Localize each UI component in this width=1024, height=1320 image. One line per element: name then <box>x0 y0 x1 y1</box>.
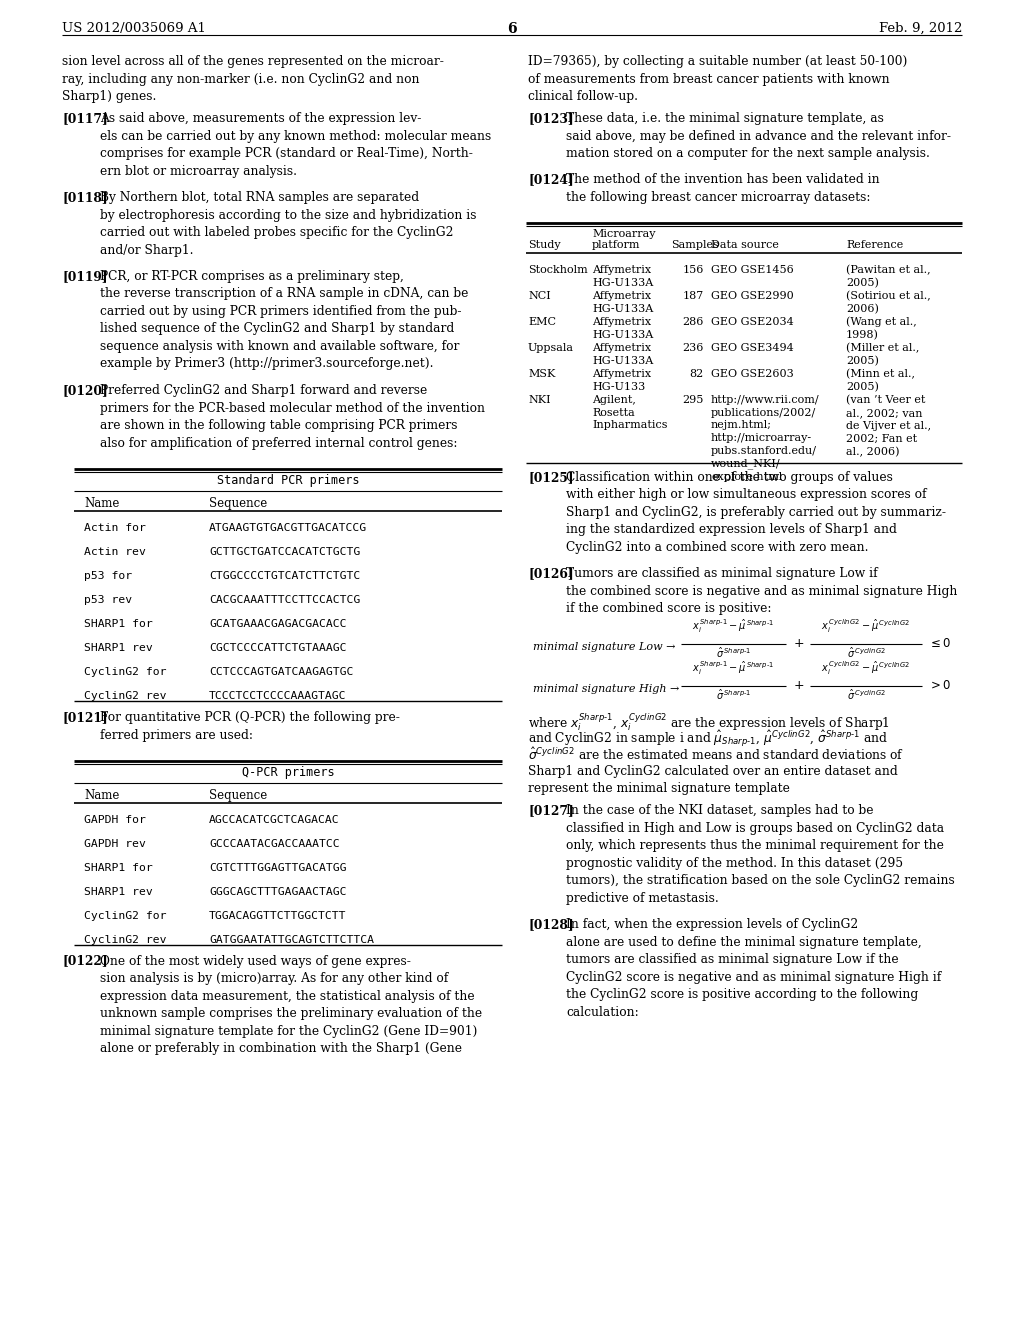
Text: Data source: Data source <box>711 240 779 249</box>
Text: $\hat{\sigma}^{CyclinG2}$ are the estimated means and standard deviations of: $\hat{\sigma}^{CyclinG2}$ are the estima… <box>528 747 904 763</box>
Text: $\leq 0$: $\leq 0$ <box>928 638 951 649</box>
Text: GCTTGCTGATCCACATCTGCTG: GCTTGCTGATCCACATCTGCTG <box>209 548 360 557</box>
Text: TGGACAGGTTCTTGGCTCTT: TGGACAGGTTCTTGGCTCTT <box>209 911 346 920</box>
Text: Samples: Samples <box>671 240 719 249</box>
Text: EMC: EMC <box>528 317 556 327</box>
Text: Standard PCR primers: Standard PCR primers <box>217 474 359 487</box>
Text: p53 rev: p53 rev <box>84 595 132 605</box>
Text: http://www.rii.com/
publications/2002/
nejm.html;
http://microarray-
pubs.stanfo: http://www.rii.com/ publications/2002/ n… <box>711 395 819 482</box>
Text: [0126]: [0126] <box>528 568 573 581</box>
Text: $\hat{\sigma}^{\,CyclinG2}$: $\hat{\sigma}^{\,CyclinG2}$ <box>847 688 886 702</box>
Text: and CyclinG2 in sample i and $\hat{\mu}_{Sharp\text{-}1}$, $\hat{\mu}^{CyclinG2}: and CyclinG2 in sample i and $\hat{\mu}_… <box>528 729 888 750</box>
Text: SHARP1 for: SHARP1 for <box>84 862 153 873</box>
Text: The method of the invention has been validated in
the following breast cancer mi: The method of the invention has been val… <box>566 173 880 203</box>
Text: (Minn et al.,
2005): (Minn et al., 2005) <box>846 368 915 392</box>
Text: CyclinG2 rev: CyclinG2 rev <box>84 692 167 701</box>
Text: minimal signature High →: minimal signature High → <box>534 684 679 693</box>
Text: 295: 295 <box>683 395 705 405</box>
Text: Q-PCR primers: Q-PCR primers <box>242 766 334 779</box>
Text: Microarray: Microarray <box>592 228 655 239</box>
Text: For quantitative PCR (Q-PCR) the following pre-
ferred primers are used:: For quantitative PCR (Q-PCR) the followi… <box>100 711 400 742</box>
Text: p53 for: p53 for <box>84 572 132 581</box>
Text: CGTCTTTGGAGTTGACATGG: CGTCTTTGGAGTTGACATGG <box>209 862 346 873</box>
Text: GCCCAATACGACCAAATCC: GCCCAATACGACCAAATCC <box>209 838 340 849</box>
Text: +: + <box>794 678 805 692</box>
Text: Classification within one of the two groups of values
with either high or low si: Classification within one of the two gro… <box>566 471 946 554</box>
Text: [0119]: [0119] <box>62 271 108 282</box>
Text: $x_i^{\,CyclinG2}-\hat{\mu}^{\,CyclinG2}$: $x_i^{\,CyclinG2}-\hat{\mu}^{\,CyclinG2}… <box>821 659 910 677</box>
Text: [0121]: [0121] <box>62 711 108 725</box>
Text: GAPDH rev: GAPDH rev <box>84 838 145 849</box>
Text: Name: Name <box>84 788 120 801</box>
Text: SHARP1 for: SHARP1 for <box>84 619 153 630</box>
Text: [0124]: [0124] <box>528 173 573 186</box>
Text: (Pawitan et al.,
2005): (Pawitan et al., 2005) <box>846 265 931 288</box>
Text: CyclinG2 rev: CyclinG2 rev <box>84 935 167 945</box>
Text: $x_i^{\,Sharp\text{-}1}-\hat{\mu}^{\,Sharp\text{-}1}$: $x_i^{\,Sharp\text{-}1}-\hat{\mu}^{\,Sha… <box>692 659 774 677</box>
Text: [0122]: [0122] <box>62 954 108 968</box>
Text: represent the minimal signature template: represent the minimal signature template <box>528 783 790 796</box>
Text: $\hat{\sigma}^{\,Sharp\text{-}1}$: $\hat{\sigma}^{\,Sharp\text{-}1}$ <box>716 645 752 660</box>
Text: $> 0$: $> 0$ <box>928 678 951 692</box>
Text: Tumors are classified as minimal signature Low if
the combined score is negative: Tumors are classified as minimal signatu… <box>566 568 957 615</box>
Text: (Miller et al.,
2005): (Miller et al., 2005) <box>846 343 920 367</box>
Text: GEO GSE1456: GEO GSE1456 <box>711 265 794 275</box>
Text: In fact, when the expression levels of CyclinG2
alone are used to define the min: In fact, when the expression levels of C… <box>566 919 941 1019</box>
Text: platform: platform <box>592 240 640 249</box>
Text: Affymetrix
HG-U133: Affymetrix HG-U133 <box>592 368 651 392</box>
Text: By Northern blot, total RNA samples are separated
by electrophoresis according t: By Northern blot, total RNA samples are … <box>100 191 476 256</box>
Text: PCR, or RT-PCR comprises as a preliminary step,
the reverse transcription of a R: PCR, or RT-PCR comprises as a preliminar… <box>100 271 468 371</box>
Text: GEO GSE2034: GEO GSE2034 <box>711 317 794 327</box>
Text: (Sotiriou et al.,
2006): (Sotiriou et al., 2006) <box>846 290 931 314</box>
Text: 82: 82 <box>690 368 705 379</box>
Text: SHARP1 rev: SHARP1 rev <box>84 643 153 653</box>
Text: minimal signature Low →: minimal signature Low → <box>534 642 676 652</box>
Text: These data, i.e. the minimal signature template, as
said above, may be defined i: These data, i.e. the minimal signature t… <box>566 112 951 160</box>
Text: SHARP1 rev: SHARP1 rev <box>84 887 153 896</box>
Text: [0128]: [0128] <box>528 919 573 932</box>
Text: In the case of the NKI dataset, samples had to be
classified in High and Low is : In the case of the NKI dataset, samples … <box>566 804 954 904</box>
Text: +: + <box>794 638 805 649</box>
Text: sion level across all of the genes represented on the microar-
ray, including an: sion level across all of the genes repre… <box>62 55 443 103</box>
Text: CGCTCCCCATTCTGTAAAGC: CGCTCCCCATTCTGTAAAGC <box>209 643 346 653</box>
Text: ID=79365), by collecting a suitable number (at least 50-100)
of measurements fro: ID=79365), by collecting a suitable numb… <box>528 55 907 103</box>
Text: TCCCTCCTCCCCAAAGTAGC: TCCCTCCTCCCCAAAGTAGC <box>209 692 346 701</box>
Text: GEO GSE2603: GEO GSE2603 <box>711 368 794 379</box>
Text: Reference: Reference <box>846 240 903 249</box>
Text: (van ’t Veer et
al., 2002; van
de Vijver et al.,
2002; Fan et
al., 2006): (van ’t Veer et al., 2002; van de Vijver… <box>846 395 931 457</box>
Text: AGCCACATCGCTCAGACAC: AGCCACATCGCTCAGACAC <box>209 814 340 825</box>
Text: MSK: MSK <box>528 368 555 379</box>
Text: (Wang et al.,
1998): (Wang et al., 1998) <box>846 317 916 341</box>
Text: GATGGAATATTGCAGTCTTCTTCA: GATGGAATATTGCAGTCTTCTTCA <box>209 935 374 945</box>
Text: [0123]: [0123] <box>528 112 573 125</box>
Text: 187: 187 <box>683 290 705 301</box>
Text: Agilent,
Rosetta
Inpharmatics: Agilent, Rosetta Inpharmatics <box>592 395 668 430</box>
Text: NCI: NCI <box>528 290 551 301</box>
Text: ATGAAGTGTGACGTTGACATCCG: ATGAAGTGTGACGTTGACATCCG <box>209 523 368 533</box>
Text: Actin rev: Actin rev <box>84 548 145 557</box>
Text: Affymetrix
HG-U133A: Affymetrix HG-U133A <box>592 290 653 314</box>
Text: [0117]: [0117] <box>62 112 108 125</box>
Text: [0118]: [0118] <box>62 191 108 205</box>
Text: [0125]: [0125] <box>528 471 573 483</box>
Text: Affymetrix
HG-U133A: Affymetrix HG-U133A <box>592 265 653 288</box>
Text: Preferred CyclinG2 and Sharp1 forward and reverse
primers for the PCR-based mole: Preferred CyclinG2 and Sharp1 forward an… <box>100 384 485 450</box>
Text: Sharp1 and CyclinG2 calculated over an entire dataset and: Sharp1 and CyclinG2 calculated over an e… <box>528 764 898 777</box>
Text: NKI: NKI <box>528 395 551 405</box>
Text: $x_i^{\,CyclinG2}-\hat{\mu}^{\,CyclinG2}$: $x_i^{\,CyclinG2}-\hat{\mu}^{\,CyclinG2}… <box>821 616 910 635</box>
Text: 236: 236 <box>683 343 705 352</box>
Text: CCTCCCAGTGATCAAGAGTGC: CCTCCCAGTGATCAAGAGTGC <box>209 667 353 677</box>
Text: GCATGAAACGAGACGACACC: GCATGAAACGAGACGACACC <box>209 619 346 630</box>
Text: $\hat{\sigma}^{\,CyclinG2}$: $\hat{\sigma}^{\,CyclinG2}$ <box>847 645 886 660</box>
Text: where $x_i^{Sharp\text{-}1}$, $x_i^{CyclinG2}$ are the expression levels of Shar: where $x_i^{Sharp\text{-}1}$, $x_i^{Cycl… <box>528 711 890 733</box>
Text: Affymetrix
HG-U133A: Affymetrix HG-U133A <box>592 343 653 366</box>
Text: US 2012/0035069 A1: US 2012/0035069 A1 <box>62 22 206 36</box>
Text: GEO GSE3494: GEO GSE3494 <box>711 343 794 352</box>
Text: Uppsala: Uppsala <box>528 343 574 352</box>
Text: Name: Name <box>84 498 120 510</box>
Text: $x_i^{\,Sharp\text{-}1}-\hat{\mu}^{\,Sharp\text{-}1}$: $x_i^{\,Sharp\text{-}1}-\hat{\mu}^{\,Sha… <box>692 616 774 635</box>
Text: One of the most widely used ways of gene expres-
sion analysis is by (micro)arra: One of the most widely used ways of gene… <box>100 954 482 1055</box>
Text: GAPDH for: GAPDH for <box>84 814 145 825</box>
Text: Feb. 9, 2012: Feb. 9, 2012 <box>879 22 962 36</box>
Text: GEO GSE2990: GEO GSE2990 <box>711 290 794 301</box>
